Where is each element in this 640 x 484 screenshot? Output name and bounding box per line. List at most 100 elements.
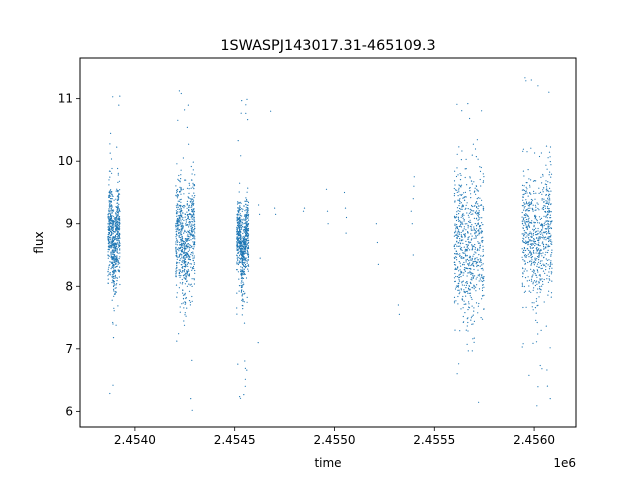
data-point <box>457 174 459 176</box>
data-point <box>244 367 246 369</box>
data-point <box>529 250 531 252</box>
data-point <box>257 342 259 344</box>
data-point <box>112 321 114 324</box>
data-point <box>243 246 245 248</box>
data-point <box>481 217 483 219</box>
data-point <box>468 292 470 294</box>
data-point <box>184 264 187 266</box>
data-point <box>111 195 113 197</box>
data-point <box>546 233 548 235</box>
data-point <box>538 281 540 283</box>
data-point <box>176 267 178 269</box>
data-point <box>111 215 113 217</box>
data-point <box>482 250 484 252</box>
data-point <box>245 112 247 114</box>
data-point <box>247 209 249 211</box>
data-point <box>188 235 190 238</box>
data-point <box>540 264 543 267</box>
data-point <box>531 275 533 277</box>
data-point <box>453 302 456 304</box>
data-point <box>549 224 551 226</box>
data-point <box>459 240 461 242</box>
data-point <box>243 290 245 292</box>
data-point <box>247 119 249 121</box>
data-point <box>117 208 119 210</box>
data-point <box>111 279 114 281</box>
data-point <box>533 260 535 262</box>
data-point <box>185 297 187 299</box>
data-point <box>245 221 247 223</box>
data-point <box>239 229 241 231</box>
data-point <box>462 229 464 231</box>
data-point <box>179 259 181 261</box>
data-point <box>176 215 178 217</box>
data-point <box>242 299 244 301</box>
data-point <box>237 259 239 261</box>
data-point <box>468 265 470 267</box>
data-point <box>548 240 550 243</box>
data-point <box>481 230 483 232</box>
data-point <box>239 251 241 253</box>
data-point <box>463 261 465 264</box>
data-point <box>522 194 524 196</box>
data-point <box>522 170 525 172</box>
data-point <box>111 218 113 220</box>
data-point <box>188 221 190 224</box>
data-point <box>178 250 180 252</box>
data-point <box>241 221 244 223</box>
data-point <box>180 249 182 251</box>
data-point <box>243 273 245 275</box>
data-point <box>184 179 186 181</box>
data-point <box>187 269 189 271</box>
data-point <box>237 213 239 215</box>
data-point <box>464 223 466 225</box>
data-point <box>412 254 414 256</box>
data-point <box>460 226 462 228</box>
data-point <box>460 223 462 225</box>
data-point <box>189 236 191 238</box>
data-point <box>469 259 471 261</box>
data-point <box>473 268 475 271</box>
data-point <box>192 241 194 243</box>
data-point <box>119 210 121 213</box>
data-point <box>476 206 478 208</box>
data-point <box>471 246 473 248</box>
data-point <box>245 241 247 244</box>
data-point <box>178 90 180 92</box>
data-point <box>541 285 543 287</box>
data-point <box>343 191 346 194</box>
data-point <box>467 208 469 210</box>
data-point <box>521 256 523 258</box>
data-point <box>243 268 245 270</box>
data-point <box>459 173 461 175</box>
data-point <box>551 267 553 269</box>
plot-frame <box>79 57 577 428</box>
data-point <box>118 229 121 231</box>
data-point <box>547 249 549 251</box>
data-point <box>190 230 193 232</box>
data-point <box>110 268 112 270</box>
data-point <box>247 225 249 227</box>
data-point <box>523 252 525 254</box>
data-point <box>467 247 469 249</box>
data-point <box>526 151 528 153</box>
data-point <box>238 248 240 250</box>
data-point <box>236 217 238 219</box>
data-point <box>477 219 479 221</box>
data-point <box>548 239 550 241</box>
data-point <box>532 274 534 276</box>
data-point <box>114 237 116 239</box>
data-point <box>456 252 458 254</box>
data-point <box>529 207 531 209</box>
data-point <box>188 192 190 194</box>
data-point <box>536 263 539 265</box>
data-point <box>238 227 240 229</box>
data-point <box>528 237 530 239</box>
data-point <box>192 184 194 186</box>
data-point <box>115 243 117 245</box>
data-point <box>549 198 551 200</box>
data-point <box>460 265 462 267</box>
data-point <box>481 241 483 243</box>
data-point <box>527 207 529 209</box>
data-point <box>191 179 193 181</box>
